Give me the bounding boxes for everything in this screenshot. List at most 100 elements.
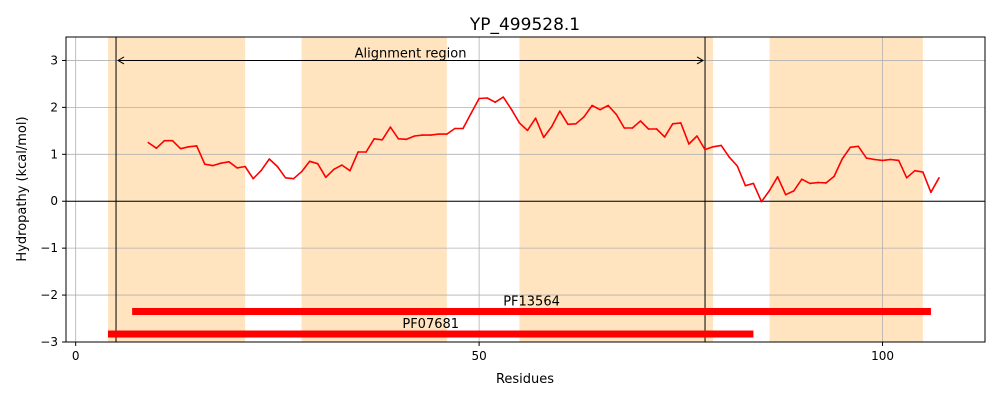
data-point xyxy=(897,159,900,162)
alignment-label: Alignment region xyxy=(355,46,467,61)
data-point xyxy=(655,128,658,130)
domain-label: PF13564 xyxy=(503,295,560,310)
y-tick-label: 2 xyxy=(50,100,58,114)
data-point xyxy=(591,104,593,107)
data-point xyxy=(736,165,739,167)
data-point xyxy=(607,104,610,107)
plot-frame xyxy=(65,36,986,343)
hydrophobic-band xyxy=(519,37,714,342)
data-point xyxy=(252,177,254,180)
data-point xyxy=(187,146,190,148)
data-point xyxy=(413,135,416,137)
data-point xyxy=(558,110,561,112)
arrowhead-left xyxy=(117,56,125,65)
data-point xyxy=(203,163,206,165)
data-point xyxy=(567,123,569,126)
data-point xyxy=(696,135,698,137)
data-point xyxy=(171,139,174,142)
data-point xyxy=(615,113,618,116)
data-point xyxy=(421,134,424,136)
data-point xyxy=(389,126,392,128)
hydrophobic-band xyxy=(301,37,447,342)
data-point xyxy=(784,193,787,196)
data-point xyxy=(905,176,908,179)
data-point xyxy=(179,147,182,150)
hydrophobic-band xyxy=(769,37,923,342)
data-point xyxy=(575,123,577,125)
y-tick-label: 0 xyxy=(50,194,58,208)
data-point xyxy=(381,138,384,141)
data-point xyxy=(333,168,335,171)
data-point xyxy=(720,144,722,147)
data-point xyxy=(365,151,367,153)
data-point xyxy=(599,108,601,111)
data-point xyxy=(639,120,642,122)
data-point xyxy=(857,145,860,148)
data-point xyxy=(478,97,480,100)
data-point xyxy=(308,160,311,163)
data-point xyxy=(825,182,827,184)
data-point xyxy=(623,127,626,129)
data-point xyxy=(583,115,585,118)
data-point xyxy=(728,156,731,158)
y-tick-label: 1 xyxy=(50,147,58,161)
data-point xyxy=(373,138,376,140)
hydrophobic-band xyxy=(107,37,246,342)
data-point xyxy=(518,122,521,124)
domain-bar xyxy=(107,330,754,338)
x-tick-label: 50 xyxy=(471,349,486,363)
data-point xyxy=(325,176,327,179)
data-point xyxy=(276,165,279,168)
data-point xyxy=(833,175,835,178)
data-point xyxy=(752,182,755,185)
data-point xyxy=(300,170,303,173)
data-point xyxy=(817,181,819,184)
y-tick-label: 3 xyxy=(50,53,58,67)
data-point xyxy=(486,97,488,99)
data-point xyxy=(849,146,852,149)
data-point xyxy=(349,169,351,172)
data-point xyxy=(437,133,440,135)
data-point xyxy=(244,165,246,168)
data-point xyxy=(631,127,634,129)
data-point xyxy=(792,190,795,192)
data-point xyxy=(688,143,690,145)
data-point xyxy=(454,127,456,130)
data-point xyxy=(542,136,545,139)
data-point xyxy=(462,127,464,130)
data-point xyxy=(873,158,876,161)
data-point xyxy=(220,162,222,165)
data-point xyxy=(405,138,408,141)
data-point xyxy=(930,191,932,194)
data-point xyxy=(163,139,166,142)
y-axis-label: Hydropathy (kcal/mol) xyxy=(15,116,30,261)
data-point xyxy=(809,182,811,185)
hydropathy-series xyxy=(147,96,940,203)
hydrophobic-bands xyxy=(107,37,923,342)
data-point xyxy=(704,148,706,151)
data-point xyxy=(446,133,448,135)
data-point xyxy=(881,159,884,162)
data-point xyxy=(914,169,916,172)
data-point xyxy=(494,101,497,104)
data-point xyxy=(647,128,650,130)
data-point xyxy=(889,158,892,161)
y-tick-label: −2 xyxy=(40,288,58,302)
data-point xyxy=(680,122,682,124)
data-point xyxy=(212,164,214,167)
y-tick-label: −3 xyxy=(40,335,58,349)
data-point xyxy=(510,108,513,111)
domain-label: PF07681 xyxy=(402,317,459,332)
data-point xyxy=(712,146,714,148)
data-point xyxy=(671,123,674,125)
data-point xyxy=(470,112,472,115)
data-point xyxy=(938,176,940,179)
y-tick-label: −1 xyxy=(40,241,58,255)
data-point xyxy=(284,176,287,179)
data-point xyxy=(397,138,400,140)
data-point xyxy=(357,151,359,153)
data-point xyxy=(841,158,843,160)
data-point xyxy=(776,176,779,178)
x-axis-label: Residues xyxy=(496,372,554,387)
